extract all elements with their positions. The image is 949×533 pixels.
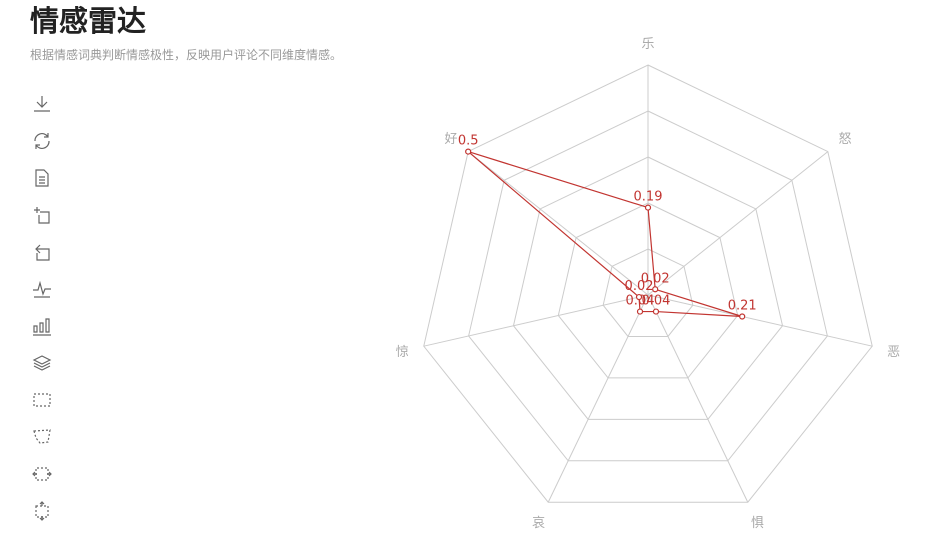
radar-indicator-label: 好 [444, 132, 457, 147]
radar-data-point [739, 313, 746, 320]
radar-axis-line [547, 294, 649, 503]
rect-select-icon[interactable] [31, 389, 53, 411]
radar-indicator-label: 惊 [396, 345, 409, 360]
radar-data-point [465, 148, 472, 155]
radar-value-label: 0.5 [458, 134, 479, 149]
radar-data-point [644, 204, 652, 211]
radar-indicator-label: 哀 [532, 516, 545, 531]
clear-select-icon[interactable] [31, 500, 53, 522]
download-icon[interactable] [31, 93, 53, 115]
toolbox [31, 93, 55, 533]
radar-indicator-label: 恶 [887, 345, 900, 360]
radar-grid-ring [512, 156, 784, 420]
zoom-reset-icon[interactable] [31, 241, 53, 263]
keep-select-icon[interactable] [31, 463, 53, 485]
data-view-icon[interactable] [31, 167, 53, 189]
radar-grid-ring [557, 202, 739, 379]
radar-axis-line [647, 294, 749, 503]
radar-data-point [635, 293, 643, 301]
lasso-select-icon[interactable] [31, 426, 53, 448]
radar-value-label: 0.04 [642, 294, 671, 309]
refresh-icon[interactable] [31, 130, 53, 152]
radar-indicator-label: 乐 [641, 37, 654, 52]
radar-value-label: 0.02 [625, 279, 654, 294]
radar-value-label: 0.19 [634, 190, 663, 205]
chart-title: 情感雷达 [30, 4, 147, 38]
radar-indicator-label: 惧 [751, 515, 764, 531]
line-chart-icon[interactable] [31, 278, 53, 300]
radar-series-line [467, 151, 743, 318]
zoom-icon[interactable] [31, 204, 53, 226]
radar-axis-line [467, 151, 649, 296]
radar-data-point [636, 308, 644, 315]
radar-grid-ring [423, 64, 873, 503]
bar-chart-icon[interactable] [31, 315, 53, 337]
radar-axis-line [647, 294, 873, 347]
radar-indicator-label: 怒 [839, 132, 852, 147]
radar-value-label: 0.04 [626, 294, 655, 309]
chart-subtitle: 根据情感词典判断情感极性，反映用户评论不同维度情感。 [30, 48, 343, 62]
radar-axis-line [647, 151, 829, 296]
radar-data-point [652, 308, 660, 315]
radar-value-label: 0.02 [641, 271, 670, 286]
radar-data-point [652, 286, 659, 293]
radar-value-label: 0.21 [728, 298, 757, 313]
stack-icon[interactable] [31, 352, 53, 374]
radar-axis-line [423, 294, 649, 347]
radar-grid-ring [468, 110, 828, 462]
